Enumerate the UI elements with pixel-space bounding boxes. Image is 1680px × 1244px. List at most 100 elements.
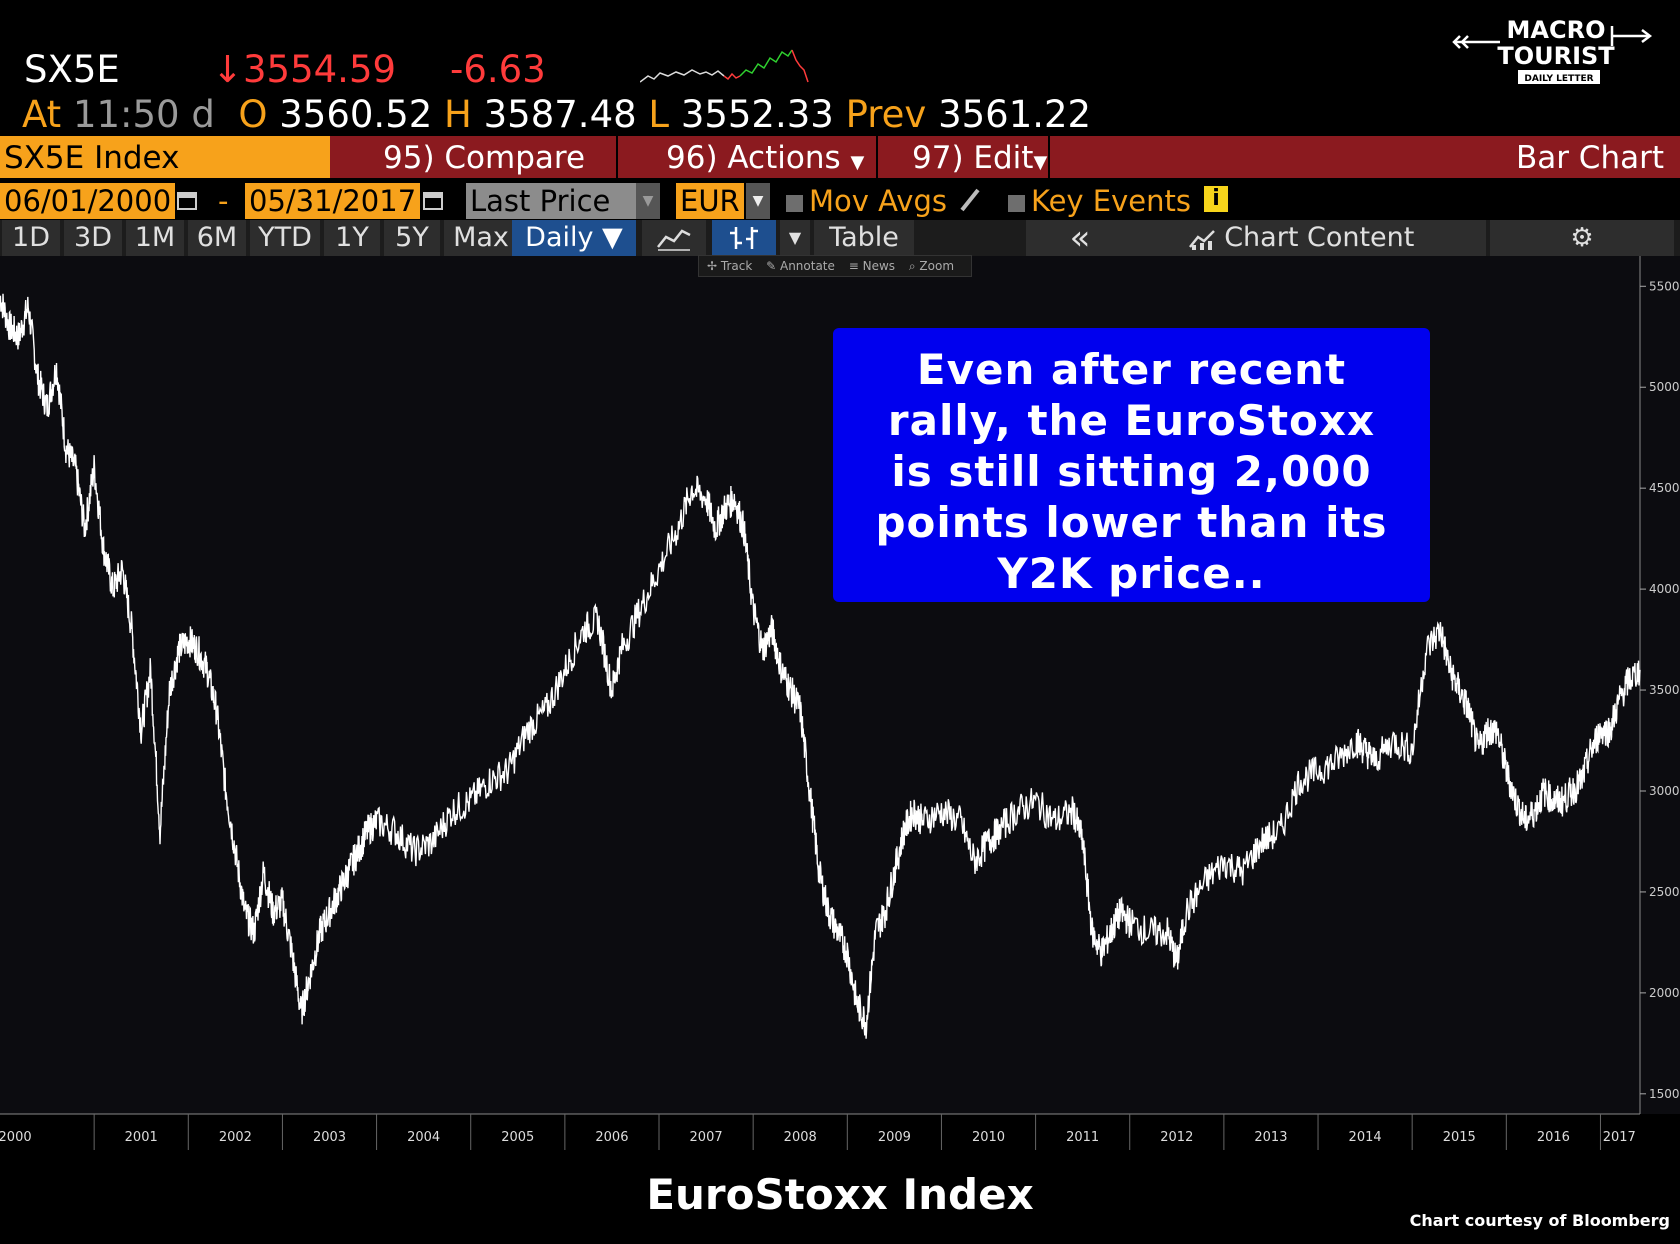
end-date-field[interactable]: 05/31/2017 bbox=[245, 183, 421, 219]
quote-line: At 11:50 d O 3560.52 H 3587.48 L 3552.33… bbox=[22, 93, 1091, 136]
frequency-select[interactable]: Daily ▼ bbox=[512, 220, 636, 256]
actions-label: 96) Actions bbox=[666, 140, 841, 176]
zoom-tool[interactable]: ⌕ Zoom bbox=[908, 259, 955, 273]
menu-separator bbox=[1048, 136, 1050, 178]
y-tick-label: 2000 bbox=[1649, 986, 1680, 1000]
edit-label: 97) Edit bbox=[912, 140, 1034, 176]
callout-line: Y2K price.. bbox=[997, 549, 1266, 598]
last-price-value: 3554.59 bbox=[243, 48, 397, 91]
high-value: 3587.48 bbox=[483, 93, 637, 136]
price-chart: 1500 2000 2500 3000 3500 4000 4500 5000 5500 200… bbox=[0, 256, 1680, 1164]
low-value: 3552.33 bbox=[680, 93, 834, 136]
key-events-label: Key Events bbox=[1031, 184, 1191, 218]
quote-time: 11:50 bbox=[72, 93, 180, 136]
news-tool[interactable]: ≡ News bbox=[848, 259, 896, 273]
period-button-1d[interactable]: 1D bbox=[2, 220, 60, 256]
x-tick-label: 2006 bbox=[595, 1130, 628, 1145]
annotate-label: Annotate bbox=[779, 259, 835, 273]
chart-content-icon bbox=[1188, 229, 1215, 250]
key-events-toggle[interactable]: Key Events bbox=[1008, 183, 1191, 219]
x-tick-label: 2010 bbox=[972, 1130, 1005, 1145]
period-button-max[interactable]: Max bbox=[444, 220, 518, 256]
field-select[interactable]: Last Price bbox=[466, 183, 638, 219]
chart-content-button[interactable]: Chart Content bbox=[1116, 220, 1486, 256]
price-change: -6.63 bbox=[450, 48, 546, 91]
logo-tag: DAILY LETTER bbox=[1524, 74, 1593, 84]
callout-line: Even after recent bbox=[916, 345, 1347, 394]
date-dash: - bbox=[218, 184, 229, 218]
annotation-callout: Even after recent rally, the EuroStoxx i… bbox=[833, 328, 1430, 602]
prev-label: Prev bbox=[845, 93, 927, 136]
x-tick-label: 2000 bbox=[0, 1130, 32, 1145]
line-chart-icon[interactable] bbox=[642, 220, 706, 256]
period-button-3d[interactable]: 3D bbox=[64, 220, 122, 256]
logo-line1: MACRO bbox=[1507, 16, 1606, 44]
calendar-icon[interactable] bbox=[176, 189, 198, 211]
actions-menu[interactable]: 96) Actions ▼ bbox=[666, 136, 864, 178]
security-field[interactable]: SX5E Index bbox=[0, 136, 330, 178]
currency-field[interactable]: EUR bbox=[676, 183, 744, 219]
caret-down-icon: ▼ bbox=[1033, 152, 1048, 173]
mov-avgs-label: Mov Avgs bbox=[809, 184, 947, 218]
mov-avgs-toggle[interactable]: Mov Avgs bbox=[786, 183, 947, 219]
callout-line: is still sitting 2,000 bbox=[891, 447, 1372, 496]
intraday-sparkline bbox=[640, 49, 809, 83]
period-button-ytd[interactable]: YTD bbox=[250, 220, 320, 256]
chart-content-label: Chart Content bbox=[1224, 222, 1415, 253]
x-tick-label: 2001 bbox=[125, 1130, 158, 1145]
y-tick-label: 5500 bbox=[1649, 279, 1680, 293]
field-dropdown-icon[interactable]: ▼ bbox=[636, 183, 660, 219]
compare-menu[interactable]: 95) Compare bbox=[383, 140, 586, 176]
x-tick-label: 2012 bbox=[1160, 1130, 1193, 1145]
down-arrow-icon: ↓ bbox=[212, 48, 244, 91]
gear-icon[interactable]: ⚙ bbox=[1490, 220, 1674, 256]
open-value: 3560.52 bbox=[279, 93, 433, 136]
chart-credit: Chart courtesy of Bloomberg bbox=[1409, 1211, 1670, 1230]
zoom-label: Zoom bbox=[919, 259, 955, 273]
y-tick-label: 1500 bbox=[1649, 1087, 1680, 1101]
x-tick-label: 2008 bbox=[784, 1130, 817, 1145]
track-label: Track bbox=[720, 259, 753, 273]
edit-menu[interactable]: 97) Edit▼ bbox=[912, 136, 1047, 178]
info-icon[interactable]: i bbox=[1204, 186, 1228, 212]
annotate-tool[interactable]: ✎ Annotate bbox=[766, 259, 835, 273]
chart-style-dropdown-icon[interactable]: ▼ bbox=[780, 220, 810, 256]
y-tick-label: 5000 bbox=[1649, 380, 1680, 394]
x-axis-band bbox=[0, 1114, 1680, 1164]
prev-value: 3561.22 bbox=[938, 93, 1092, 136]
period-button-5y[interactable]: 5Y bbox=[384, 220, 440, 256]
bar-chart-icon[interactable] bbox=[712, 220, 776, 256]
period-button-1y[interactable]: 1Y bbox=[324, 220, 380, 256]
period-button-6m[interactable]: 6M bbox=[188, 220, 246, 256]
macro-tourist-logo: MACRO TOURIST DAILY LETTER bbox=[1452, 16, 1653, 84]
y-tick-label: 2500 bbox=[1649, 885, 1680, 899]
news-label: News bbox=[862, 259, 896, 273]
menu-separator bbox=[876, 136, 878, 178]
checkbox-icon bbox=[786, 194, 803, 212]
pencil-icon[interactable] bbox=[958, 186, 982, 214]
currency-dropdown-icon[interactable]: ▼ bbox=[746, 183, 770, 219]
x-tick-label: 2016 bbox=[1537, 1130, 1570, 1145]
open-label: O bbox=[238, 93, 268, 136]
menu-separator bbox=[616, 136, 618, 178]
callout-line: rally, the EuroStoxx bbox=[887, 396, 1376, 445]
y-tick-label: 4500 bbox=[1649, 481, 1680, 495]
x-tick-label: 2007 bbox=[690, 1130, 723, 1145]
chart-type-label[interactable]: Bar Chart bbox=[1515, 140, 1664, 176]
x-tick-label: 2004 bbox=[407, 1130, 440, 1145]
x-tick-label: 2002 bbox=[219, 1130, 252, 1145]
calendar-icon[interactable] bbox=[422, 189, 444, 211]
price-series-line bbox=[0, 293, 1641, 1039]
caret-down-icon: ▼ bbox=[850, 152, 865, 173]
track-tool[interactable]: ✢ Track bbox=[707, 259, 753, 273]
x-tick-label: 2011 bbox=[1066, 1130, 1099, 1145]
y-tick-label: 3500 bbox=[1649, 683, 1680, 697]
x-tick-label: 2014 bbox=[1349, 1130, 1382, 1145]
start-date-field[interactable]: 06/01/2000 bbox=[0, 183, 176, 219]
ticker-symbol: SX5E bbox=[24, 48, 120, 91]
x-tick-label: 2003 bbox=[313, 1130, 346, 1145]
table-button[interactable]: Table bbox=[814, 220, 914, 256]
logo-line2: TOURIST bbox=[1497, 42, 1615, 70]
high-label: H bbox=[444, 93, 472, 136]
period-button-1m[interactable]: 1M bbox=[126, 220, 184, 256]
